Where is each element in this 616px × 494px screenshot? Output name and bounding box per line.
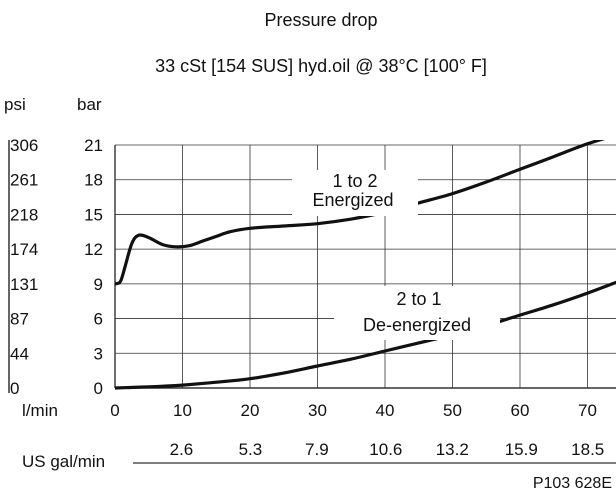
chart-subtitle: 33 cSt [154 SUS] hyd.oil @ 38°C [100° F] [155, 56, 487, 76]
x-tick-lmin: 30 [308, 401, 327, 420]
x-tick-lmin: 0 [110, 401, 119, 420]
y-tick-psi: 87 [10, 310, 29, 329]
grid [114, 144, 616, 389]
curve-label-2-to-1: 2 to 1 [396, 289, 441, 309]
curve-series-2 [115, 280, 616, 390]
figure-reference: P103 628E [533, 475, 612, 492]
x-tick-usgal: 13.2 [436, 440, 469, 459]
y-tick-psi: 174 [10, 240, 38, 259]
curve-label-bg-1 [292, 170, 418, 216]
y-tick-bar: 15 [84, 205, 103, 224]
curve-label-1-to-2: 1 to 2 [332, 171, 377, 191]
y-axis-right-ticks: 21 18 15 12 9 6 3 0 [84, 136, 103, 398]
curve-label-bg-2 [334, 286, 500, 340]
y-tick-bar: 3 [94, 344, 103, 363]
x-axis-primary-ticks: 0 10 20 30 40 50 60 70 [110, 401, 597, 420]
x-tick-usgal: 18.5 [571, 440, 604, 459]
curve-label-de-energized: De-energized [363, 315, 471, 335]
y-tick-bar: 6 [94, 310, 103, 329]
x-axis-unit-usgal: US gal/min [22, 452, 105, 471]
curve-label-energized: Energized [312, 190, 393, 210]
x-tick-lmin: 70 [578, 401, 597, 420]
x-axis-secondary-ticks: 2.6 5.3 7.9 10.6 13.2 15.9 18.5 [170, 440, 605, 459]
y-tick-psi: 218 [10, 205, 38, 224]
y-tick-bar: 9 [94, 275, 103, 294]
x-tick-usgal: 2.6 [170, 440, 194, 459]
y-tick-psi: 44 [10, 344, 29, 363]
y-tick-psi: 261 [10, 171, 38, 190]
y-axis-left-ticks: 306 261 218 174 131 87 44 0 [10, 136, 38, 398]
y-tick-psi: 131 [10, 275, 38, 294]
y-tick-bar: 21 [84, 136, 103, 155]
x-tick-usgal: 10.6 [369, 440, 402, 459]
x-tick-lmin: 10 [173, 401, 192, 420]
y-tick-psi: 306 [10, 136, 38, 155]
x-tick-lmin: 60 [511, 401, 530, 420]
x-tick-usgal: 15.9 [505, 440, 538, 459]
curve-series-1 [115, 140, 605, 286]
x-tick-usgal: 5.3 [239, 440, 263, 459]
curves [115, 140, 616, 390]
x-tick-usgal: 7.9 [305, 440, 329, 459]
x-tick-lmin: 20 [241, 401, 260, 420]
y-tick-psi: 0 [10, 379, 19, 398]
x-tick-lmin: 40 [376, 401, 395, 420]
chart-title: Pressure drop [264, 10, 377, 30]
y-axis-unit-bar: bar [77, 95, 102, 114]
y-tick-bar: 0 [94, 379, 103, 398]
y-tick-bar: 12 [84, 240, 103, 259]
x-axis-unit-lmin: l/min [22, 401, 58, 420]
y-axis-unit-psi: psi [4, 95, 26, 114]
x-tick-lmin: 50 [443, 401, 462, 420]
y-tick-bar: 18 [84, 171, 103, 190]
